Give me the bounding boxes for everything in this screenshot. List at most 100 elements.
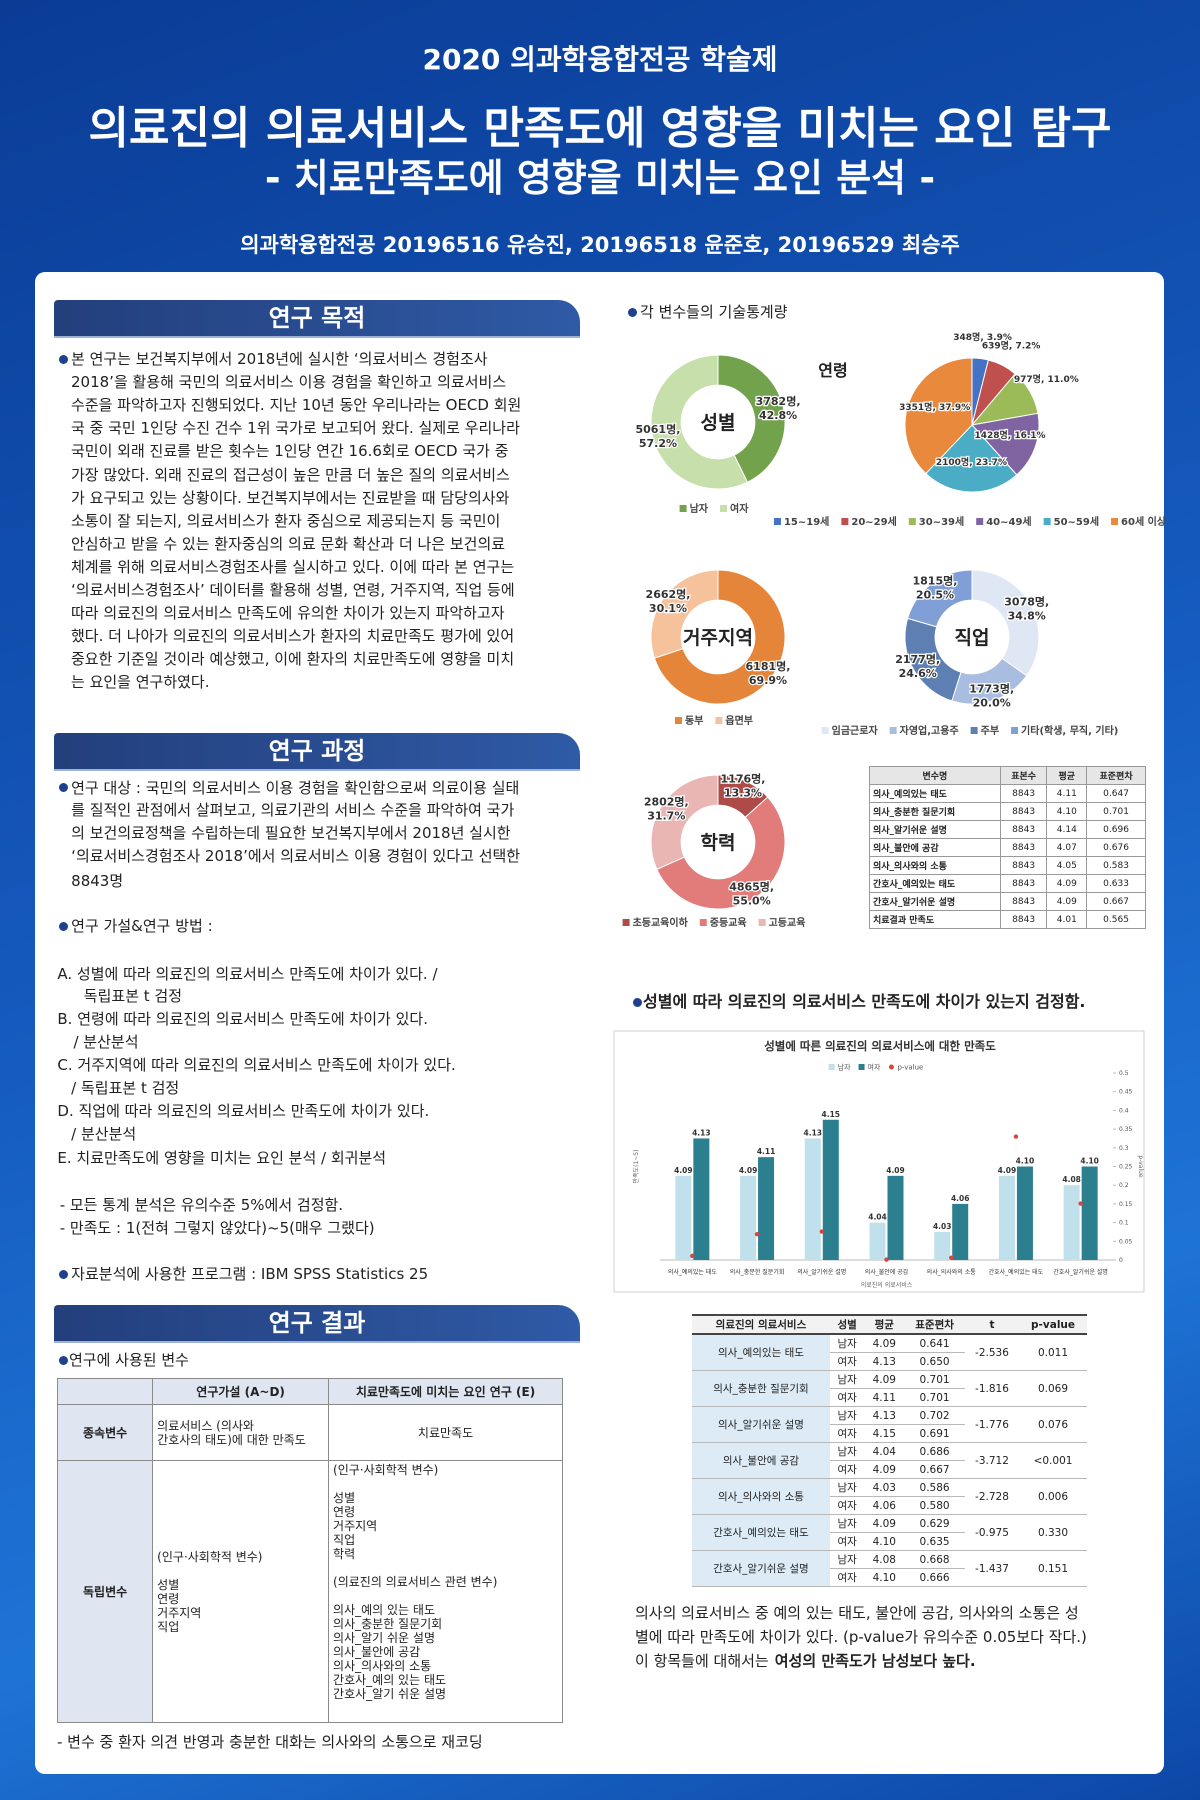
bar xyxy=(804,1138,821,1260)
cell-line: 학력 xyxy=(333,1547,356,1561)
y2-tick-label: 0.05 xyxy=(1119,1238,1133,1245)
table-cell: 8843 xyxy=(999,910,1048,929)
table-row: 간호사_예의있는 태도 8843 4.09 0.633 xyxy=(869,874,1146,893)
text-line: 각 변수들의 기술통계량 xyxy=(640,303,788,321)
legend-swatch xyxy=(858,1064,865,1070)
text-line: 이 항목들에 대해서는 xyxy=(635,1652,769,1670)
table-cell: 0.668 xyxy=(904,1550,965,1569)
data-label: 2177명, 24.6% xyxy=(895,652,940,680)
legend-swatch xyxy=(715,717,723,724)
cell-line: 의사_알기 쉬운 설명 xyxy=(333,1631,435,1645)
text-line: ‘의료서비스경험조사 2018’에서 의료서비스 이용 경험이 있다고 선택한 xyxy=(71,847,521,866)
table-cell: 남자 xyxy=(829,1334,865,1353)
group-label: 의사_알기쉬운 설명 xyxy=(692,1406,830,1443)
bullet xyxy=(59,1355,68,1365)
table-cell: 여자 xyxy=(829,1532,865,1551)
table-cell: 4.09 xyxy=(864,1514,905,1533)
table-header-row: 의료진의 의료서비스 성별 평균 표준편차 t p-value xyxy=(692,1314,1087,1335)
table-header-cell xyxy=(56,1378,154,1405)
bullet xyxy=(59,783,68,793)
table-row: 의사_충분한 질문기회 8843 4.10 0.701 xyxy=(869,802,1146,821)
table-row: 독립변수 (인구·사회학적 변수) 성별 연령 거주지역 직업 (인구·사회학적 변수) 성별… xyxy=(56,1460,563,1723)
chart-title: 연령 xyxy=(818,361,847,380)
table-row: 여자 4.06 0.580 xyxy=(692,1496,1087,1515)
p-value-point xyxy=(1078,1201,1083,1206)
text-line: - 만족도 : 1(전혀 그렇지 않았다)~5(매우 그랬다) xyxy=(59,1219,375,1238)
cell-line: 직업 xyxy=(333,1533,356,1547)
table-cell: 0.586 xyxy=(904,1478,965,1497)
legend-label: p-value xyxy=(897,1064,923,1072)
chart-title: 성별에 따른 의료진의 의료서비스에 대한 만족도 xyxy=(764,1039,996,1053)
table-header-cell: 성별 xyxy=(829,1314,865,1335)
table-cell: 4.15 xyxy=(864,1424,905,1443)
table-cell: 8843 xyxy=(999,856,1048,875)
pie-slice xyxy=(656,796,786,910)
data-label: 4.15 xyxy=(822,1110,841,1119)
data-label: 1428명, 16.1% xyxy=(974,429,1045,441)
text-line: 따라 의료진의 의료서비스 만족도에 유의한 차이가 있는지 파악하고자 xyxy=(71,604,505,623)
table-row: 의사_의사와의 소통 남자 4.03 0.586 -2.728 0.006 xyxy=(692,1478,1087,1515)
pie-slice xyxy=(907,569,973,628)
legend-label: 고등교육 xyxy=(769,917,806,929)
legend-label: 기타(학생, 무직, 기타) xyxy=(1021,724,1118,737)
table-cell: 8843 xyxy=(999,874,1048,893)
table-cell: 여자 xyxy=(829,1424,865,1443)
table-cell: 의사_충분한 질문기회 xyxy=(869,802,1001,821)
text-line: 연구에 사용된 변수 xyxy=(69,1351,189,1369)
text-line: 연구 대상 : 국민의 의료서비스 이용 경험을 확인함으로써 의료이용 실태 xyxy=(71,778,520,797)
table-cell: 0.583 xyxy=(1086,856,1146,875)
table-row: 의사_예의있는 태도 8843 4.11 0.647 xyxy=(869,784,1146,803)
table-cell: -2.536 xyxy=(964,1334,1020,1371)
table-row: 여자 4.10 0.666 xyxy=(692,1568,1087,1587)
table-header-row: 연구가설 (A~D) 치료만족도에 미치는 요인 연구 (E) xyxy=(56,1378,563,1405)
y2-tick-label: 0.4 xyxy=(1119,1107,1129,1114)
table-cell: 남자 xyxy=(829,1550,865,1569)
legend-swatch xyxy=(622,919,630,926)
y2-tick-label: 0.2 xyxy=(1119,1182,1129,1189)
table-cell: 0.686 xyxy=(904,1442,965,1461)
bar xyxy=(887,1175,904,1260)
pie-slice xyxy=(650,569,719,659)
cell-line: 성별 xyxy=(333,1491,356,1505)
text-line: 2018’을 활용해 국민의 의료서비스 이용 경험을 확인하고 의료서비스 xyxy=(71,373,507,392)
text-line: / 분산분석 xyxy=(71,1125,137,1144)
text-line: 체계를 위해 의료서비스경험조사를 실시하고 있다. 이에 따라 본 연구는 xyxy=(71,557,515,576)
legend-label: 남자 xyxy=(838,1063,851,1072)
table-cell: 0.580 xyxy=(904,1496,965,1515)
text-line: - 변수 중 환자 의견 반영과 충분한 대화는 의사와의 소통으로 재코딩 xyxy=(57,1733,483,1751)
table-row: 여자 4.13 0.650 xyxy=(692,1352,1087,1371)
emphasis-text: 여성의 만족도가 남성보다 높다. xyxy=(774,1652,976,1670)
table-header-cell: 변수명 xyxy=(869,766,1001,785)
bar xyxy=(952,1203,969,1260)
cell-group: 의료서비스 (의사와 간호사의 태도)에 대한 만족도 xyxy=(157,1419,324,1447)
chart-center-label: 직업 xyxy=(955,627,990,649)
group-heading: (인구·사회학적 변수) xyxy=(157,1549,263,1564)
pie-slice xyxy=(653,569,786,705)
bar xyxy=(1016,1166,1033,1260)
text-line: 가 요구되고 있는 상황이다. 보건복지부에서는 진료받을 때 담당의사와 xyxy=(71,488,510,507)
table-cell: -2.728 xyxy=(964,1478,1020,1515)
text-line: C. 거주지역에 따라 의료진의 의료서비스 만족도에 차이가 있다. xyxy=(57,1056,456,1075)
table-cell: 0.650 xyxy=(904,1352,965,1371)
axis-title: 만족도(1~5) xyxy=(632,1150,640,1184)
table-row: 여자 4.09 0.667 xyxy=(692,1460,1087,1479)
data-label: 639명, 7.2% xyxy=(982,340,1041,352)
y2-tick-label: 0.3 xyxy=(1119,1145,1129,1152)
table-cell: 8843 xyxy=(999,838,1048,857)
table-cell: 여자 xyxy=(829,1388,865,1407)
cell-line: 간호사의 태도)에 대한 만족도 xyxy=(157,1432,306,1447)
cell-line: 거주지역 xyxy=(157,1605,202,1620)
legend-swatch xyxy=(773,518,781,525)
text-line: A. 성별에 따라 의료진의 의료서비스 만족도에 차이가 있다. / xyxy=(57,964,438,983)
bar xyxy=(740,1175,757,1260)
table-cell: 0.006 xyxy=(1019,1478,1087,1515)
table-cell: 4.09 xyxy=(864,1334,905,1353)
text-line: 독립표본 t 검정 xyxy=(83,987,183,1006)
table-cell: 의사_불안에 공감 xyxy=(869,838,1001,857)
row-label: 독립변수 xyxy=(56,1460,154,1723)
table-cell: 4.04 xyxy=(864,1442,905,1461)
bar xyxy=(998,1175,1015,1260)
table-cell: (인구·사회학적 변수) 성별 연령 거주지역 직업 xyxy=(152,1460,330,1723)
group-heading: (의료진의 의료서비스 관련 변수) xyxy=(333,1575,498,1589)
